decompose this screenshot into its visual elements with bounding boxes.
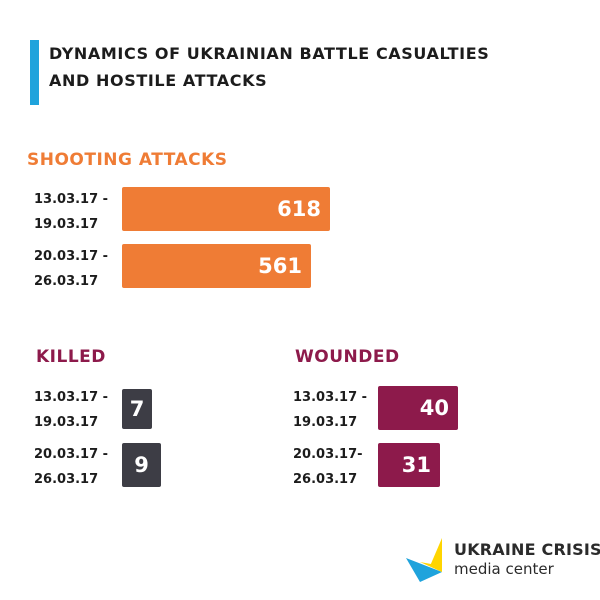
category-label-line2: 19.03.17 <box>34 415 99 430</box>
shooting-bar-2-value: 561 <box>258 254 302 278</box>
wounded-title: WOUNDED <box>295 347 400 367</box>
logo-mark-icon <box>406 538 442 582</box>
killed-bar-2-value: 9 <box>134 453 149 477</box>
category-label-line1: 20.03.17- <box>293 447 363 462</box>
wounded-row-2-label: 20.03.17- 26.03.17 <box>293 442 363 492</box>
killed-bar-1-value: 7 <box>129 397 145 421</box>
shooting-row-1-label: 13.03.17 - 19.03.17 <box>34 187 108 237</box>
wounded-bar-2: 31 <box>378 443 440 487</box>
category-label-line2: 26.03.17 <box>34 274 99 289</box>
shooting-attacks-title: SHOOTING ATTACKS <box>27 150 228 170</box>
category-label-line2: 26.03.17 <box>293 472 358 487</box>
shooting-bar-1-value: 618 <box>277 197 321 221</box>
title-accent-bar <box>30 40 39 105</box>
killed-bar-2: 9 <box>122 443 161 487</box>
shooting-bar-2: 561 <box>122 244 311 288</box>
shooting-bar-1: 618 <box>122 187 330 231</box>
killed-title: KILLED <box>36 347 106 367</box>
title-line-2: AND HOSTILE ATTACKS <box>49 71 268 90</box>
page-title: DYNAMICS OF UKRAINIAN BATTLE CASUALTIES … <box>49 40 549 94</box>
category-label-line1: 20.03.17 - <box>34 249 109 264</box>
logo-subtitle: media center <box>454 560 554 578</box>
killed-row-2-label: 20.03.17 - 26.03.17 <box>34 442 108 492</box>
category-label-line1: 13.03.17 - <box>34 192 109 207</box>
shooting-row-2-label: 20.03.17 - 26.03.17 <box>34 244 108 294</box>
category-label-line2: 19.03.17 <box>34 217 99 232</box>
category-label-line2: 26.03.17 <box>34 472 99 487</box>
logo-name: UKRAINE CRISIS <box>454 540 600 559</box>
killed-row-1-label: 13.03.17 - 19.03.17 <box>34 385 108 435</box>
category-label-line1: 20.03.17 - <box>34 447 109 462</box>
wounded-bar-2-value: 31 <box>401 453 431 477</box>
killed-bar-1: 7 <box>122 389 152 429</box>
wounded-row-1-label: 13.03.17 - 19.03.17 <box>293 385 367 435</box>
category-label-line1: 13.03.17 - <box>293 390 368 405</box>
category-label-line1: 13.03.17 - <box>34 390 109 405</box>
title-line-1: DYNAMICS OF UKRAINIAN BATTLE CASUALTIES <box>49 44 490 63</box>
wounded-bar-1-value: 40 <box>419 396 449 420</box>
category-label-line2: 19.03.17 <box>293 415 358 430</box>
ukraine-crisis-logo: UKRAINE CRISIS media center <box>404 536 600 586</box>
wounded-bar-1: 40 <box>378 386 458 430</box>
